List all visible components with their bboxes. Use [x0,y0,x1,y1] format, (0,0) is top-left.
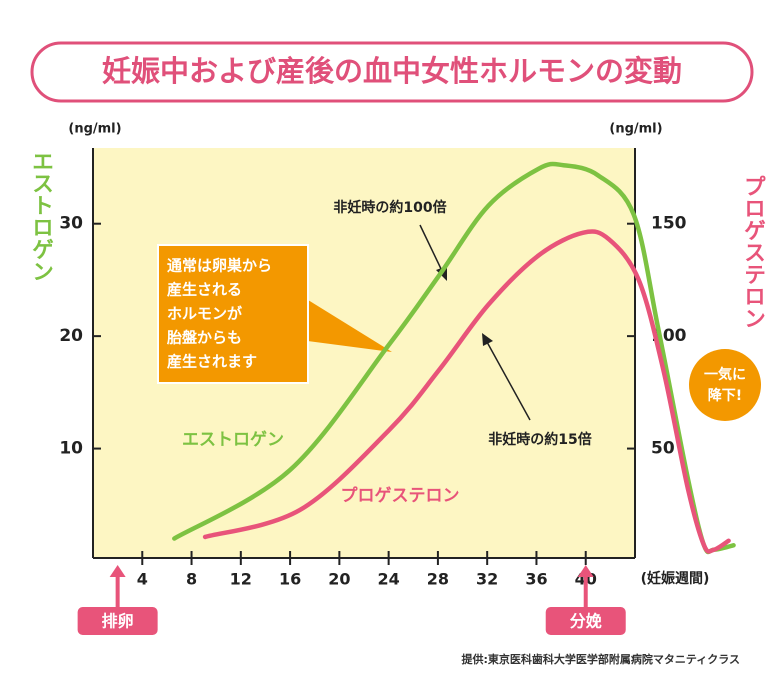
x-tick-label: 24 [378,570,400,589]
x-tick-label: 12 [230,570,252,589]
x-axis-label: (妊娠週間) [641,570,710,587]
event-label: 分娩 [570,612,602,631]
x-tick-label: 4 [137,570,148,589]
y2-tick-label: 150 [651,214,687,234]
callout [157,244,392,384]
chart-title: 妊娠中および産後の血中女性ホルモンの変動 [102,54,682,88]
y-unit: (ng/ml) [68,122,121,137]
event-arrow [109,565,126,577]
line [202,229,731,554]
y2-unit: (ng/ml) [609,122,662,137]
arrow-head [482,333,493,346]
title-frame [30,41,754,103]
y2-axis-label: プロゲステロン [740,175,766,329]
y-tick-label: 30 [59,214,83,234]
arrow [419,224,444,274]
event-label: 排卵 [102,612,134,631]
callout-text: ホルモンが [167,305,243,323]
x-tick-label: 20 [328,570,350,589]
callout-text: 通常は卵巣から [167,257,272,275]
arrow [486,341,531,421]
event-arrow [577,565,594,577]
x-tick-label: 8 [186,570,197,589]
x-tick-label: 16 [279,570,301,589]
annotation: 非妊時の約15倍 [488,431,591,448]
series-label: プロゲステロン [341,485,460,506]
x-tick-label: 32 [476,570,498,589]
y-axis-label: エストロゲン [28,150,54,282]
callout-text: 産生されます [167,353,257,371]
callout-text: 胎盤からも [167,329,242,347]
badge-text: 一気に [704,366,746,383]
annotation: 非妊時の約100倍 [333,199,446,216]
badge-text: 降下! [708,387,742,404]
source: 提供:東京医科歯科大学医学部附属病院マタニティクラス [461,652,740,666]
y2-tick-label: 50 [651,439,675,459]
y-tick-label: 10 [59,439,83,459]
x-tick-label: 28 [427,570,449,589]
event-box [77,607,158,635]
callout-text: 産生される [167,281,242,299]
series-label: エストロゲン [182,429,284,450]
badge [689,349,761,421]
y-tick-label: 20 [59,326,83,346]
x-tick-label: 36 [525,570,547,589]
event-box [545,607,626,635]
